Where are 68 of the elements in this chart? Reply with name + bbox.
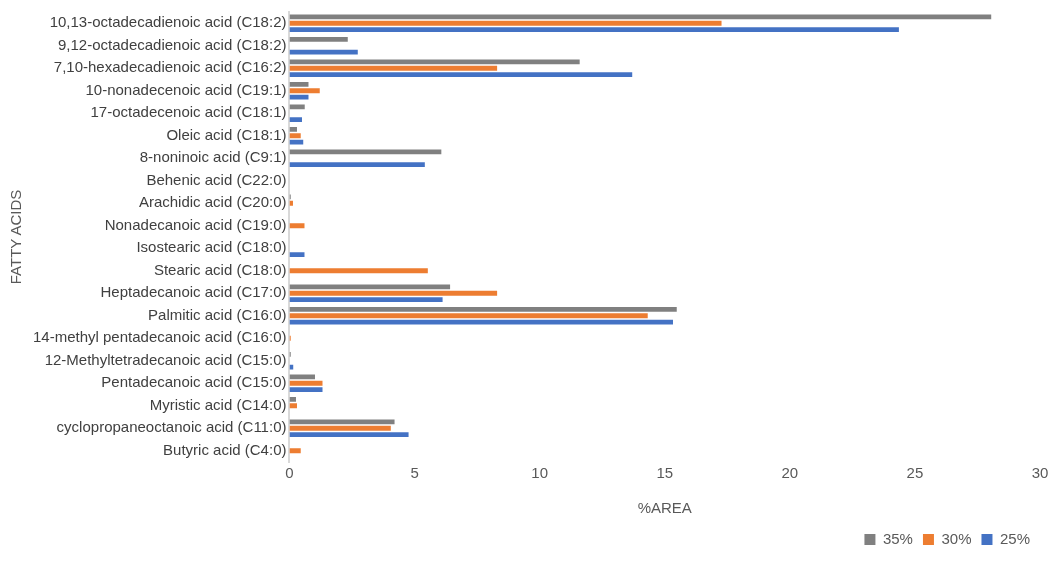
- bar: [289, 432, 409, 438]
- bar: [289, 162, 425, 168]
- y-tick-label: Heptadecanoic acid (C17:0): [100, 283, 287, 301]
- legend-label: 25%: [999, 529, 1031, 547]
- bar: [289, 313, 648, 319]
- x-tick-label: 15: [656, 464, 674, 482]
- y-tick-label: Arachidic acid (C20:0): [138, 193, 287, 211]
- bar: [289, 419, 395, 425]
- bar: [289, 88, 320, 94]
- y-tick-label: 14-methyl pentadecanoic acid (C16:0): [32, 328, 287, 346]
- bar: [289, 223, 305, 229]
- y-tick-label: 7,10-hexadecadienoic acid (C16:2): [53, 58, 287, 76]
- y-tick-label: Behenic acid (C22:0): [146, 170, 287, 188]
- y-tick-label: 9,12-octadecadienoic acid (C18:2): [57, 35, 287, 53]
- x-axis-title: %AREA: [637, 499, 692, 517]
- bar: [289, 448, 301, 454]
- y-tick-label: Myristic acid (C14:0): [149, 395, 287, 413]
- bar: [289, 284, 451, 290]
- y-tick-label: Butyric acid (C4:0): [163, 440, 287, 458]
- bar: [289, 72, 633, 78]
- bar: [289, 27, 899, 33]
- y-tick-label: Isostearic acid (C18:0): [136, 238, 287, 256]
- x-tick-label: 0: [285, 464, 294, 482]
- bar: [289, 94, 309, 100]
- bar: [289, 149, 442, 155]
- y-tick-label: Stearic acid (C18:0): [153, 260, 287, 278]
- y-tick-label: 12-Methyltetradecanoic acid (C15:0): [44, 350, 287, 368]
- bar: [289, 20, 722, 26]
- bar: [289, 268, 428, 274]
- bar: [289, 297, 443, 303]
- y-tick-label: Palmitic acid (C16:0): [148, 305, 287, 323]
- y-tick-label: Oleic acid (C18:1): [166, 125, 287, 143]
- x-tick-label: 10: [531, 464, 548, 482]
- bar: [289, 104, 305, 110]
- y-tick-label: 10,13-octadecadienoic acid (C18:2): [49, 13, 287, 31]
- bar: [289, 49, 358, 55]
- bar: [289, 403, 297, 409]
- bar: [289, 65, 498, 71]
- bar: [289, 396, 296, 402]
- bar: [289, 126, 297, 132]
- y-tick-label: 10-nonadecenoic acid (C19:1): [85, 80, 287, 98]
- bar: [289, 81, 309, 87]
- y-tick-label: Nonadecanoic acid (C19:0): [104, 215, 287, 233]
- legend-label: 35%: [882, 529, 913, 547]
- bar: [289, 374, 315, 380]
- x-tick-label: 25: [906, 464, 924, 482]
- y-tick-label: cyclopropaneoctanoic acid (C11:0): [56, 418, 287, 436]
- bar: [289, 59, 580, 65]
- bar: [289, 319, 673, 325]
- bar: [289, 306, 677, 312]
- bar: [289, 387, 323, 393]
- bar: [289, 14, 992, 20]
- bar: [289, 117, 302, 123]
- y-tick-label: 8-noninoic acid (C9:1): [139, 148, 287, 166]
- bar: [289, 290, 498, 296]
- bar: [289, 425, 391, 431]
- bar: [289, 133, 301, 139]
- x-tick-label: 20: [781, 464, 799, 482]
- bar: [289, 36, 348, 42]
- y-axis-title: FATTY ACIDS: [7, 189, 25, 285]
- bar: [289, 252, 305, 258]
- x-tick-label: 5: [410, 464, 419, 482]
- bar: [289, 380, 323, 386]
- y-tick-label: 17-octadecenoic acid (C18:1): [90, 103, 287, 121]
- y-tick-label: Pentadecanoic acid (C15:0): [101, 373, 287, 391]
- bar: [289, 139, 304, 145]
- x-tick-label: 30: [1031, 464, 1049, 482]
- legend-label: 30%: [941, 529, 972, 547]
